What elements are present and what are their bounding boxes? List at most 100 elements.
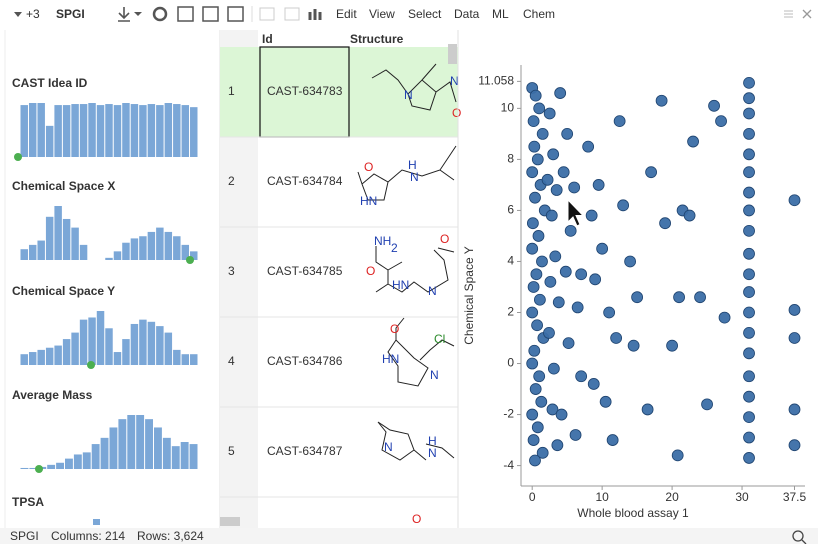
scatter-point — [743, 452, 755, 464]
histogram-bar — [45, 125, 54, 157]
scatter-point — [743, 186, 755, 199]
histogram-bar — [56, 462, 64, 469]
scatter-point — [533, 102, 546, 115]
menu[interactable]: Edit — [336, 7, 357, 21]
histogram-bar — [147, 231, 156, 260]
grid-icon[interactable] — [284, 7, 300, 21]
chart-icon[interactable] — [308, 9, 322, 20]
scatter-point — [743, 347, 755, 360]
histogram-bar — [173, 104, 181, 157]
column-header[interactable]: Id — [262, 32, 273, 46]
badge[interactable]: +3 — [26, 7, 40, 21]
atom-label: O — [452, 106, 461, 120]
atom-label: HN — [382, 352, 399, 366]
scatter-point — [526, 306, 539, 319]
layout-icon[interactable] — [177, 6, 194, 22]
scatter-point — [527, 434, 540, 446]
atom-label: H — [428, 434, 437, 448]
histogram-bar — [180, 442, 189, 469]
scatter-point — [743, 224, 755, 237]
menu[interactable]: Select — [408, 7, 442, 21]
menu-icon[interactable] — [784, 10, 793, 18]
scatter-point — [582, 140, 595, 153]
histogram-bar — [173, 236, 181, 260]
search-icon[interactable] — [801, 539, 807, 544]
current-marker — [87, 361, 95, 369]
search-icon[interactable] — [792, 530, 804, 542]
histogram-bar — [109, 427, 118, 469]
histogram-bar — [122, 339, 130, 365]
dropdown-icon[interactable] — [14, 12, 22, 17]
row-number: 4 — [228, 354, 235, 368]
scatter-point — [694, 291, 706, 304]
current-marker — [35, 465, 43, 473]
histogram-bar — [96, 311, 105, 365]
scatter-point — [743, 268, 755, 281]
molecule-bond — [357, 145, 457, 201]
scatter-point — [788, 194, 801, 207]
scrollbar[interactable] — [448, 44, 457, 64]
dropdown-icon[interactable] — [134, 12, 142, 16]
histogram-bar — [130, 104, 139, 157]
scatter-point — [527, 281, 540, 293]
histogram-bar — [37, 240, 45, 260]
scatter-point — [585, 209, 598, 222]
scatter-point — [531, 319, 543, 332]
layout-icon[interactable] — [202, 6, 219, 22]
layout-icon[interactable] — [227, 6, 244, 22]
menu[interactable]: Data — [454, 7, 480, 21]
histogram-bar — [190, 251, 198, 260]
refresh-icon[interactable] — [152, 6, 168, 22]
histogram-bar — [190, 107, 198, 157]
cell: CAST-634787 — [267, 444, 343, 458]
histogram-bar — [105, 257, 113, 260]
scatter-point — [575, 370, 588, 383]
scatter-point — [743, 148, 755, 161]
mouse-cursor — [567, 198, 585, 227]
histogram-bar — [100, 437, 109, 469]
atom-label: N — [428, 284, 437, 298]
histogram-bar — [91, 444, 100, 469]
histogram-bar — [173, 349, 181, 365]
atom-label: O — [390, 322, 399, 336]
scatter-point — [743, 370, 755, 383]
histogram-bar — [181, 105, 190, 157]
histogram-bar — [105, 104, 113, 157]
histogram-bar — [28, 244, 37, 260]
histogram-bar — [88, 103, 96, 157]
histogram-bar — [20, 249, 28, 260]
close-icon[interactable] — [802, 9, 812, 19]
scatter-point — [557, 166, 570, 179]
scatter-point — [718, 311, 731, 324]
scatter-point — [561, 127, 574, 140]
histogram-bar — [139, 236, 147, 260]
atom-label: O — [366, 264, 375, 278]
toolbar: +3 SPGI Edit View Select Data ML Chem — [14, 6, 812, 22]
scrollbar[interactable] — [220, 517, 240, 526]
column-header[interactable]: Structure — [350, 32, 404, 46]
scatter-point — [743, 411, 755, 424]
menu[interactable]: ML — [492, 7, 509, 21]
grid-icon[interactable] — [259, 7, 275, 21]
histogram-bar — [156, 105, 164, 157]
scatter-point — [530, 268, 543, 281]
download-icon[interactable] — [118, 7, 130, 22]
menu[interactable]: View — [369, 7, 395, 21]
atom-label: HN — [360, 194, 377, 208]
menu[interactable]: Chem — [523, 7, 555, 21]
histogram-bar — [190, 354, 198, 365]
x-tick-label: 30 — [735, 490, 749, 504]
histogram-bar — [164, 332, 173, 365]
row-number: 2 — [228, 174, 235, 188]
scatter-point — [743, 127, 755, 140]
table-name[interactable]: SPGI — [56, 7, 85, 21]
scatter-point — [599, 395, 612, 408]
histogram-bar — [164, 103, 173, 157]
scatter-point — [743, 76, 755, 89]
scatter-point — [546, 403, 559, 416]
histogram-bar — [37, 349, 45, 365]
histogram-bar — [96, 105, 105, 157]
histogram-bar — [28, 352, 37, 365]
scatter-point — [788, 439, 801, 452]
histogram-bar — [113, 352, 122, 365]
